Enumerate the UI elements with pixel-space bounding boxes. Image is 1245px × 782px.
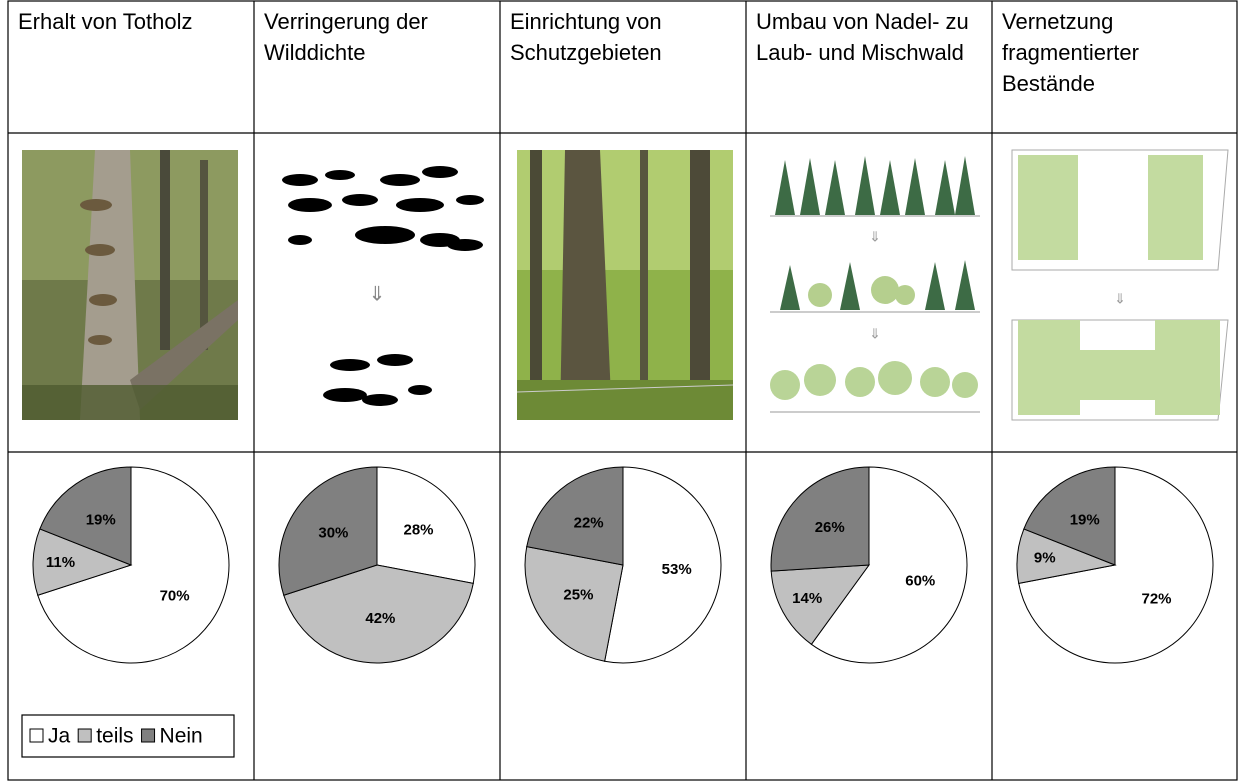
pie-label: 70% — [160, 588, 190, 605]
pie-slice — [376, 466, 476, 584]
svg-text:⇓: ⇓ — [869, 326, 881, 342]
pie-slice — [526, 466, 624, 566]
svg-text:⇓: ⇓ — [369, 283, 386, 305]
pie-label: 28% — [404, 522, 434, 539]
column-header: Vernetzung fragmentierter Bestände — [1002, 9, 1139, 96]
pie-label: 14% — [792, 590, 822, 607]
pie-slice — [524, 546, 624, 662]
pie-label: 72% — [1142, 590, 1172, 607]
column-header: Erhalt von Totholz — [18, 9, 193, 34]
legend-swatch — [77, 728, 92, 743]
fragment-connectivity-illustration: ⇓ — [1011, 149, 1229, 421]
pie-label: 22% — [574, 514, 604, 531]
column-header: Verringerung der Wilddichte — [264, 9, 428, 65]
column-header: Umbau von Nadel- zu Laub- und Mischwald — [756, 9, 969, 65]
pie-label: 42% — [365, 610, 395, 627]
pie-label: 19% — [86, 511, 116, 528]
svg-text:⇓: ⇓ — [869, 229, 881, 245]
pie-label: 53% — [662, 561, 692, 578]
pie-slice — [39, 466, 132, 566]
legend-label: Ja — [48, 725, 71, 748]
svg-text:⇓: ⇓ — [1114, 291, 1126, 307]
pie-label: 26% — [815, 519, 845, 536]
pie-slice — [770, 564, 871, 645]
pie-slice — [37, 466, 230, 664]
deer-illustration: ⇓ — [282, 166, 484, 406]
pie-label: 9% — [1034, 549, 1056, 566]
pie-slice — [810, 466, 968, 664]
legend-label: teils — [96, 725, 133, 748]
pie-slice — [278, 466, 378, 596]
pie-label: 30% — [318, 524, 348, 541]
pie-slice — [283, 564, 474, 664]
pie-slice — [1023, 466, 1116, 566]
pie-label: 11% — [46, 554, 75, 571]
photo-deadwood — [22, 150, 238, 420]
pie-charts: 70% 11% 19% 28% 42% 30% 53% 25% 22% 60% 14% 26% 72% 9… — [32, 466, 1214, 664]
forest-conversion-illustration: ⇓ ⇓ — [770, 156, 980, 413]
legend-swatch — [29, 728, 44, 743]
table-borders — [7, 0, 1238, 781]
legend: Ja teils Nein — [21, 714, 235, 758]
column-header: Einrichtung von Schutzgebieten — [510, 9, 662, 65]
photo-protected-forest — [516, 150, 734, 420]
pie-slice — [770, 466, 870, 572]
pie-slice — [32, 528, 133, 596]
legend-swatch — [141, 728, 156, 743]
legend-frame — [21, 714, 235, 758]
pie-slice — [604, 466, 722, 664]
pie-label: 25% — [563, 586, 593, 603]
legend-label: Nein — [160, 725, 203, 748]
pie-label: 60% — [905, 573, 935, 590]
pie-label: 19% — [1070, 511, 1100, 528]
